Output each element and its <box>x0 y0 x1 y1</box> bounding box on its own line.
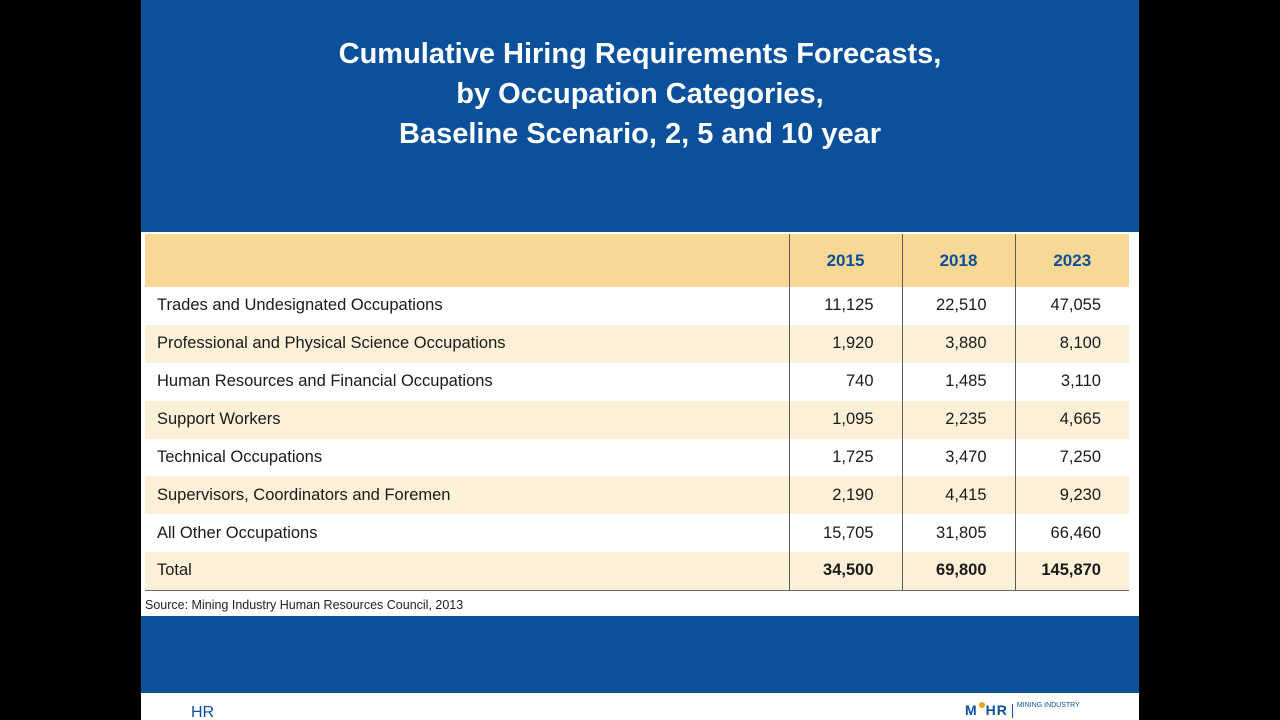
logo-dot-icon <box>978 702 985 708</box>
mihr-logo: M HR MINING INDUSTRY <box>965 702 1080 720</box>
cell-2015: 1,095 <box>788 400 902 439</box>
table-total-row: Total 34,500 69,800 145,870 <box>145 552 1129 591</box>
row-label: Professional and Physical Science Occupa… <box>157 334 506 353</box>
footer-band <box>141 616 1139 693</box>
total-2018: 69,800 <box>901 552 1015 591</box>
table-header-row: 2015 2018 2023 <box>145 234 1129 287</box>
row-label: Trades and Undesignated Occupations <box>157 296 443 315</box>
total-2015: 34,500 <box>788 552 902 591</box>
cell-2018: 3,470 <box>901 438 1015 477</box>
total-2023: 145,870 <box>1014 552 1129 591</box>
row-label: Human Resources and Financial Occupation… <box>157 372 493 391</box>
cell-2015: 2,190 <box>788 476 902 515</box>
cell-2023: 8,100 <box>1014 324 1129 363</box>
table-row: Professional and Physical Science Occupa… <box>145 324 1129 363</box>
cell-2018: 1,485 <box>901 362 1015 401</box>
row-label: All Other Occupations <box>157 523 318 542</box>
table-row: Technical Occupations 1,725 3,470 7,250 <box>145 438 1129 477</box>
cell-2023: 66,460 <box>1014 514 1129 553</box>
row-label: Technical Occupations <box>157 448 323 466</box>
mihr-logo-mark-b: HR <box>985 702 1008 718</box>
cell-2023: 4,665 <box>1014 400 1129 439</box>
table-row: Support Workers 1,095 2,235 4,665 <box>145 400 1129 439</box>
cell-2018: 3,880 <box>901 324 1015 363</box>
cell-2023: 7,250 <box>1014 438 1129 477</box>
title-band: Cumulative Hiring Requirements Forecasts… <box>141 0 1139 232</box>
title-line-3: Baseline Scenario, 2, 5 and 10 year <box>399 118 881 150</box>
row-label: Supervisors, Coordinators and Foremen <box>157 485 451 504</box>
cell-2015: 15,705 <box>788 514 902 553</box>
total-label: Total <box>145 552 789 591</box>
source-note: Source: Mining Industry Human Resources … <box>145 598 464 612</box>
table-row: All Other Occupations 15,705 31,805 66,4… <box>145 514 1129 553</box>
title-line-2: by Occupation Categories, <box>456 78 824 110</box>
mihr-logo-text: MINING INDUSTRY <box>1016 702 1080 709</box>
cell-2015: 1,920 <box>788 324 902 363</box>
header-year-2018: 2018 <box>901 234 1015 287</box>
cell-2018: 4,415 <box>901 476 1015 515</box>
table-row: Trades and Undesignated Occupations 11,1… <box>145 287 1129 325</box>
hr-logo: HR <box>191 704 215 720</box>
mihr-logo-mark-a: M <box>965 702 978 718</box>
cell-2018: 2,235 <box>901 400 1015 439</box>
cell-2023: 3,110 <box>1014 362 1129 401</box>
header-year-2023: 2023 <box>1014 234 1129 287</box>
logo-separator <box>1011 703 1013 718</box>
header-label-cell <box>145 234 789 287</box>
table-row: Human Resources and Financial Occupation… <box>145 362 1129 401</box>
header-year-2015: 2015 <box>788 234 902 287</box>
slide-title: Cumulative Hiring Requirements Forecasts… <box>141 34 1139 154</box>
cell-2015: 740 <box>788 362 902 401</box>
hiring-table: 2015 2018 2023 Trades and Undesignated O… <box>145 234 1129 591</box>
slide: Cumulative Hiring Requirements Forecasts… <box>141 0 1139 720</box>
cell-2018: 22,510 <box>901 287 1015 325</box>
cell-2023: 47,055 <box>1014 287 1129 325</box>
cell-2015: 11,125 <box>788 287 902 325</box>
cell-2018: 31,805 <box>901 514 1015 553</box>
table-row: Supervisors, Coordinators and Foremen 2,… <box>145 476 1129 515</box>
cell-2023: 9,230 <box>1014 476 1129 515</box>
cell-2015: 1,725 <box>788 438 902 477</box>
row-label: Support Workers <box>157 410 281 429</box>
hiring-table-container: 2015 2018 2023 Trades and Undesignated O… <box>145 234 1129 591</box>
title-line-1: Cumulative Hiring Requirements Forecasts… <box>338 38 942 70</box>
